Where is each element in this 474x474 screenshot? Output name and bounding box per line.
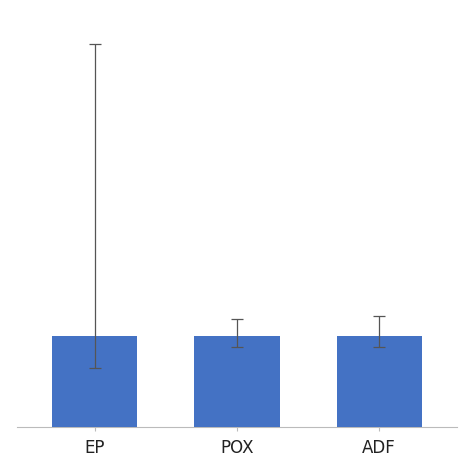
Bar (337, 336, 422, 427)
Bar (52, 336, 137, 427)
Bar (194, 336, 280, 427)
